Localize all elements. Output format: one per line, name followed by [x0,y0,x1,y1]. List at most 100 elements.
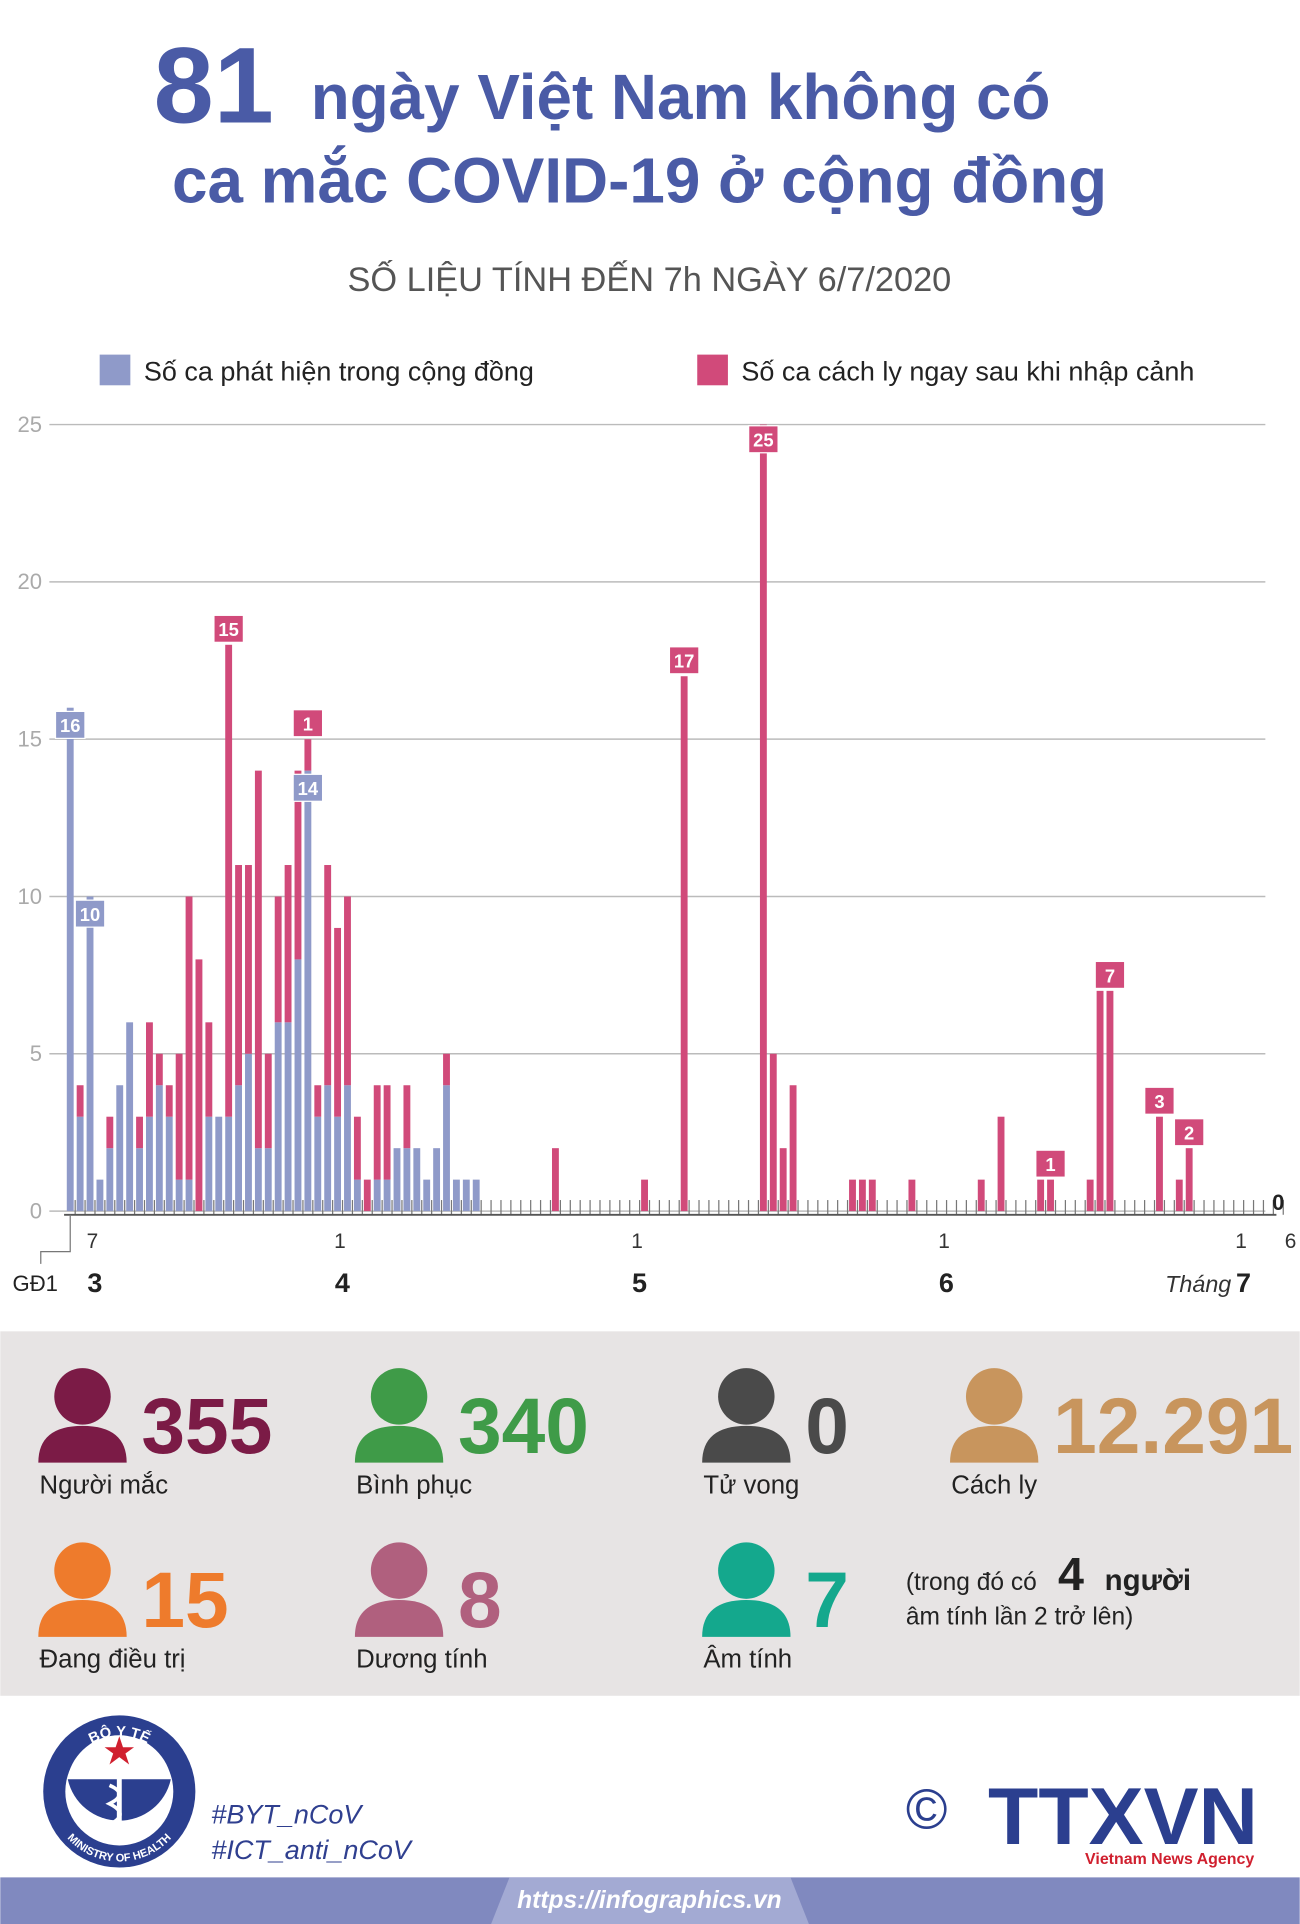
bar [96,1179,104,1212]
bar [779,1148,787,1212]
hashtag: #BYT_nCoV [211,1799,364,1829]
bar [264,1053,272,1149]
bar [205,1116,213,1212]
x-tick-label: 1 [631,1230,643,1253]
bar [1175,1179,1183,1212]
stat-value: 15 [141,1556,228,1644]
bar [245,865,252,1054]
value-label: 7 [1105,965,1115,986]
footer-tab [491,1877,809,1924]
value-label-box [1035,1149,1066,1178]
bar [136,1116,143,1149]
bar [789,1085,797,1212]
bar [433,1148,441,1212]
agency-subtitle: Vietnam News Agency [1085,1851,1254,1868]
y-tick-label: 25 [17,412,42,437]
y-tick-label: 10 [17,884,42,909]
bar [165,1116,173,1212]
value-label: 14 [298,778,319,799]
bar [383,1179,391,1212]
bar [1037,1179,1045,1212]
bar [849,1179,856,1212]
bar [284,1022,292,1212]
bar [245,1053,252,1212]
bar [136,1148,143,1212]
value-label: 1 [1045,1154,1055,1175]
bar [205,1022,213,1117]
value-label-box [292,709,324,738]
bar [1096,990,1104,1212]
bar [274,896,282,1023]
person-head [54,1542,111,1599]
person-head [370,1368,428,1425]
value-label-box [1094,960,1126,990]
bar [462,1179,470,1212]
hashtag: #ICT_anti_nCoV [211,1835,413,1865]
bar [106,1116,114,1149]
stat-value: 340 [458,1382,589,1470]
logo-snake [105,1783,122,1825]
bar [641,1179,648,1212]
person-body [702,1600,791,1637]
value-label-box [748,425,779,454]
bar [383,1085,391,1180]
bar [304,770,312,1212]
x-tick-label: 1 [334,1230,346,1253]
bar [353,1179,361,1212]
bar [759,424,767,1212]
bar [155,1053,163,1086]
month-label: 3 [87,1268,102,1298]
bar [185,896,193,1180]
value-label: 0 [1272,1190,1284,1215]
stat-label: Âm tính [703,1645,792,1674]
bar [185,1179,193,1212]
bar [443,1085,450,1212]
bar [393,1148,401,1212]
bar [680,676,688,1212]
x-tick-label: 1 [1235,1230,1247,1253]
bar [86,896,94,1212]
bar [551,1148,559,1212]
bar [116,1085,124,1212]
bar [66,707,74,1212]
bar [769,1053,777,1212]
bar [373,1179,381,1212]
bar [1106,990,1114,1212]
title-number: 81 [154,25,274,146]
y-tick-label: 0 [30,1198,42,1223]
month-label: 4 [335,1268,350,1298]
person-body [950,1425,1039,1463]
stat-label: Tử vong [703,1471,799,1499]
ministry-logo: BỘ Y TẾ MINISTRY OF HEALTH [43,1715,196,1868]
bar [908,1179,916,1212]
copyright: © [906,1777,948,1840]
bar [294,770,302,960]
bar [155,1085,163,1212]
bar [443,1053,450,1086]
bar [472,1179,480,1212]
legend-label: Số ca phát hiện trong cộng đồng [144,356,534,386]
person-body [702,1425,791,1463]
stat-value: 355 [141,1382,272,1470]
value-label-box [74,899,106,928]
bar [254,1148,262,1212]
value-label: 10 [80,904,100,925]
stat-label: Dương tính [356,1646,487,1674]
bar [353,1116,361,1180]
note-text: âm tính lần 2 trở lên) [906,1604,1133,1631]
value-label: 1 [303,714,313,735]
y-tick-label: 20 [17,569,42,594]
bar [175,1053,183,1180]
stat-value: 8 [458,1556,502,1644]
subtitle: SỐ LIỆU TÍNH ĐẾN 7h NGÀY 6/7/2020 [347,259,951,299]
bar [334,1116,342,1212]
bar [195,959,203,1212]
bar [274,1022,282,1212]
bar [126,1022,134,1212]
note-text: người [1105,1564,1191,1597]
agency-logo: TTXVN [988,1772,1258,1862]
bar [76,1085,84,1117]
bar [264,1148,272,1212]
